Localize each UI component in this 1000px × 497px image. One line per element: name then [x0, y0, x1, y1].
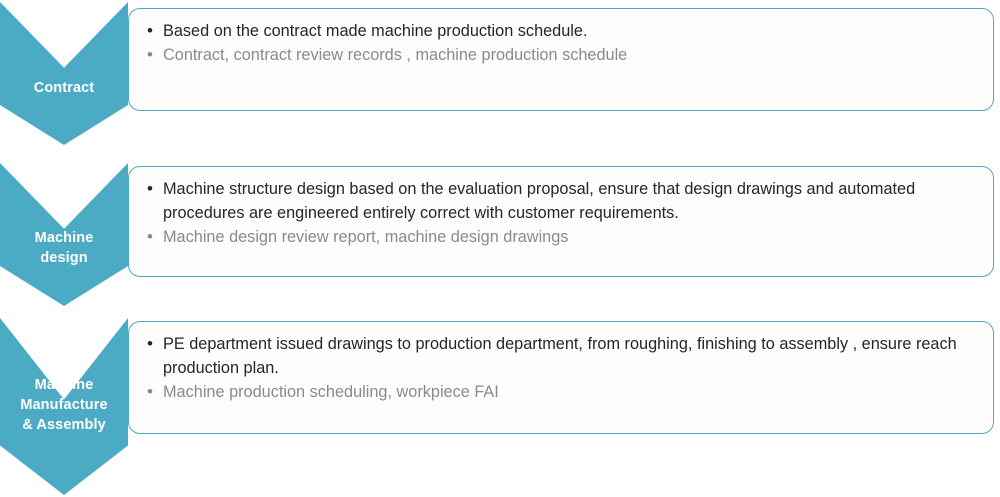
bullet-text: Machine design review report, machine de…	[163, 228, 569, 246]
bullet-text: Machine production scheduling, workpiece…	[163, 383, 499, 401]
content-box-machine-design: • Machine structure design based on the …	[128, 166, 994, 277]
bullet-dot-icon: •	[147, 21, 153, 40]
chevron-contract[interactable]	[0, 2, 128, 145]
bullet-item: • PE department issued drawings to produ…	[147, 332, 977, 380]
bullet-text: Based on the contract made machine produ…	[163, 22, 588, 40]
bullet-text: Contract, contract review records , mach…	[163, 46, 628, 64]
bullet-dot-icon: •	[147, 227, 153, 246]
bullet-item: • Machine design review report, machine …	[147, 225, 977, 249]
chevron-machine-manufacture-assembly[interactable]	[0, 318, 128, 495]
bullet-text: PE department issued drawings to product…	[163, 335, 957, 377]
bullet-item: • Contract, contract review records , ma…	[147, 43, 977, 67]
bullet-text: Machine structure design based on the ev…	[163, 180, 916, 222]
bullet-item: • Based on the contract made machine pro…	[147, 19, 977, 43]
content-box-machine-manufacture-assembly: • PE department issued drawings to produ…	[128, 321, 994, 434]
bullet-dot-icon: •	[147, 382, 153, 401]
content-box-contract: • Based on the contract made machine pro…	[128, 8, 994, 111]
bullet-item: • Machine structure design based on the …	[147, 177, 977, 225]
bullet-dot-icon: •	[147, 179, 153, 198]
chevron-machine-design[interactable]	[0, 163, 128, 306]
bullet-dot-icon: •	[147, 45, 153, 64]
bullet-item: • Machine production scheduling, workpie…	[147, 380, 977, 404]
bullet-dot-icon: •	[147, 334, 153, 353]
